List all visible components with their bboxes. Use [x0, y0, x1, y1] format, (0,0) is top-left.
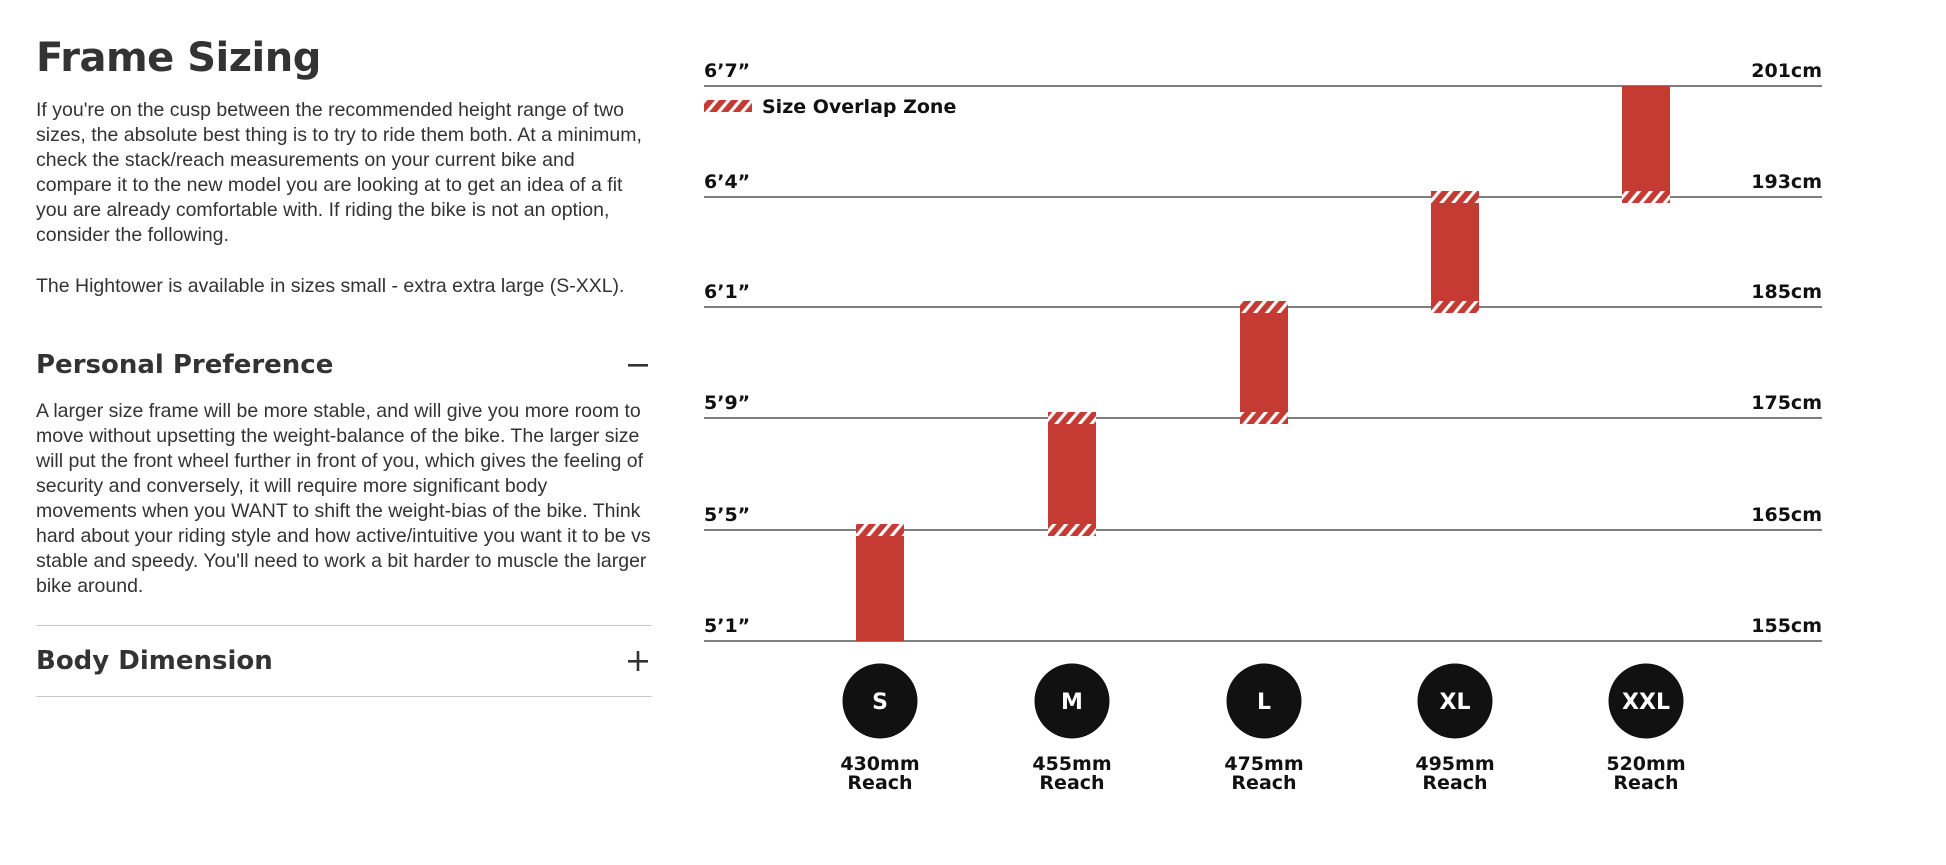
y-tick-feet: 6’7” — [704, 60, 750, 82]
size-range-bar — [1048, 412, 1096, 536]
reach-value: 495mm — [1415, 753, 1494, 775]
size-range-bar — [1431, 191, 1479, 313]
accordion-divider — [36, 696, 652, 697]
y-tick-cm: 201cm — [1751, 60, 1822, 82]
overlap-zone — [1240, 301, 1288, 313]
size-label: XL — [1440, 690, 1471, 715]
size-label: M — [1061, 690, 1083, 715]
legend-label: Size Overlap Zone — [762, 96, 956, 118]
size-badge — [1226, 663, 1302, 739]
overlap-zone — [1431, 301, 1479, 313]
y-tick-cm: 175cm — [1751, 392, 1822, 414]
overlap-zone — [1048, 524, 1096, 536]
size-badge — [1608, 663, 1684, 739]
reach-label: Reach — [1231, 772, 1296, 794]
overlap-zone — [1622, 191, 1670, 203]
personal-preference-body: A larger size frame will be more stable,… — [36, 400, 651, 597]
y-tick-cm: 185cm — [1751, 281, 1822, 303]
y-tick-feet: 5’1” — [704, 615, 750, 637]
size-range-bar — [1622, 86, 1670, 203]
overlap-zone — [1048, 412, 1096, 424]
overlap-zone — [1240, 412, 1288, 424]
overlap-zone — [1431, 191, 1479, 203]
minus-icon[interactable] — [624, 351, 652, 379]
legend-swatch — [704, 100, 752, 112]
size-range-bar — [1240, 301, 1288, 424]
personal-preference-header[interactable]: Personal Preference — [36, 345, 652, 385]
y-tick-cm: 165cm — [1751, 504, 1822, 526]
y-tick-feet: 6’4” — [704, 171, 750, 193]
size-label: S — [872, 690, 888, 715]
intro-paragraph: If you're on the cusp between the recomm… — [36, 99, 642, 246]
y-tick-feet: 5’9” — [704, 392, 750, 414]
reach-value: 430mm — [840, 753, 919, 775]
size-badge — [1034, 663, 1110, 739]
reach-value: 475mm — [1224, 753, 1303, 775]
y-tick-feet: 5’5” — [704, 504, 750, 526]
size-range-bar — [856, 524, 904, 641]
reach-label: Reach — [1422, 772, 1487, 794]
body-dimension-heading: Body Dimension — [36, 646, 273, 676]
plus-icon[interactable] — [624, 647, 652, 675]
overlap-zone — [856, 524, 904, 536]
accordion-divider — [36, 625, 652, 626]
y-tick-feet: 6’1” — [704, 281, 750, 303]
chart-legend: Size Overlap Zone — [704, 96, 956, 118]
size-label: L — [1257, 690, 1271, 715]
body-dimension-header[interactable]: Body Dimension — [36, 626, 652, 696]
reach-value: 455mm — [1032, 753, 1111, 775]
size-badge — [1417, 663, 1493, 739]
y-tick-cm: 193cm — [1751, 171, 1822, 193]
reach-label: Reach — [1039, 772, 1104, 794]
reach-label: Reach — [847, 772, 912, 794]
page-title: Frame Sizing — [36, 35, 321, 81]
personal-preference-heading: Personal Preference — [36, 350, 334, 380]
y-tick-cm: 155cm — [1751, 615, 1822, 637]
size-label: XXL — [1622, 690, 1670, 715]
reach-value: 520mm — [1606, 753, 1685, 775]
frame-sizing-panel: Frame Sizing If you're on the cusp betwe… — [36, 30, 652, 697]
size-badge — [842, 663, 918, 739]
reach-label: Reach — [1613, 772, 1678, 794]
availability-text: The Hightower is available in sizes smal… — [36, 275, 625, 297]
